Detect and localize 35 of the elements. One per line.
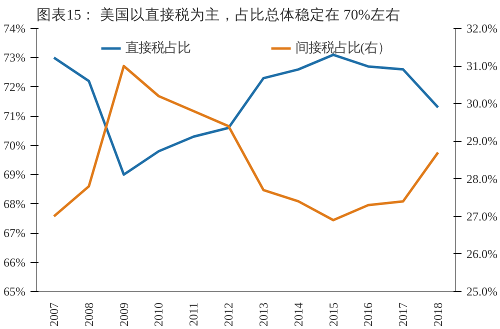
y-tick-label: 71% — [4, 109, 26, 124]
x-tick-label: 2014 — [291, 302, 306, 326]
y2-tick-label: 32.0% — [466, 22, 498, 36]
y2-tick-label: 29.0% — [466, 134, 498, 148]
legend-label: 间接税占比(右） — [295, 39, 391, 57]
y-tick-label: 74% — [4, 22, 26, 36]
y2-tick-label: 28.0% — [466, 172, 498, 186]
x-tick-label: 2017 — [396, 302, 410, 326]
y-tick-label: 66% — [4, 255, 26, 270]
y-tick-label: 65% — [4, 284, 26, 298]
y-tick-label: 69% — [4, 168, 26, 182]
y2-tick-label: 26.0% — [466, 246, 498, 261]
y2-tick-label: 30.0% — [466, 96, 498, 111]
x-tick-label: 2011 — [186, 302, 201, 326]
y-tick-label: 68% — [4, 196, 26, 211]
x-tick-label: 2010 — [152, 302, 166, 326]
x-tick-label: 2008 — [82, 302, 96, 326]
x-tick-label: 2015 — [326, 302, 340, 326]
y-tick-label: 67% — [4, 226, 26, 240]
y-tick-label: 70% — [4, 138, 26, 152]
x-tick-label: 2016 — [361, 302, 376, 326]
x-tick-label: 2013 — [256, 302, 270, 326]
line-series — [52, 64, 440, 222]
y-tick-label: 73% — [4, 50, 26, 65]
y2-tick-label: 27.0% — [466, 209, 498, 224]
y2-tick-label: 25.0% — [466, 284, 498, 298]
x-tick-label: 2007 — [46, 302, 61, 326]
chart-title: 图表15： 美国以直接税为主，占比总体稳定在 70%左右 — [36, 6, 400, 24]
x-tick-label: 2012 — [222, 302, 236, 326]
line-series — [52, 54, 440, 176]
legend-label: 直接税占比 — [125, 39, 190, 57]
y2-tick-label: 31.0% — [466, 59, 498, 74]
y-tick-label: 72% — [4, 80, 26, 94]
x-tick-label: 2018 — [431, 302, 446, 326]
x-tick-label: 2009 — [116, 302, 131, 326]
